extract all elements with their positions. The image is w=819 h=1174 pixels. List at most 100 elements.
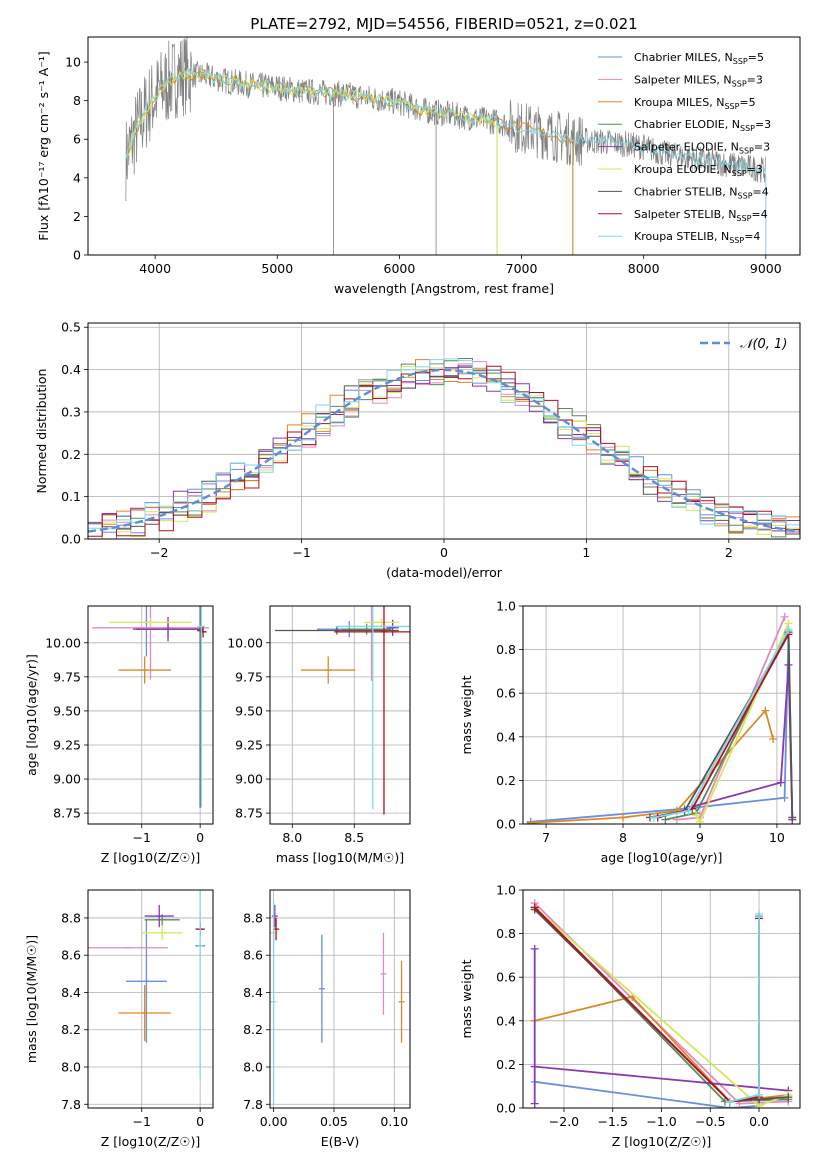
legend: 𝒩(0, 1) — [700, 337, 787, 352]
legend-label-main: Kroupa MILES, N — [634, 96, 724, 109]
weight-marker — [776, 778, 785, 787]
plot-area — [530, 899, 793, 1108]
weight-series — [530, 632, 790, 823]
y-tick-label: 1.0 — [496, 599, 516, 614]
figure-title: PLATE=2792, MJD=54556, FIBERID=0521, z=0… — [250, 15, 637, 33]
axes-ticks: −1 0 8.75 9.00 9.25 9.50 9.75 10.00 — [45, 606, 213, 845]
y-tick-label: 2 — [73, 209, 81, 224]
legend-label-main: Chabrier STELIB, N — [634, 185, 738, 198]
weight-marker — [649, 813, 658, 822]
legend-label-suffix: =5 — [748, 51, 764, 64]
x-tick-label: 0.05 — [320, 1114, 348, 1129]
y-tick-label: 0 — [73, 248, 81, 263]
weight-marker — [780, 612, 789, 621]
weight-marker — [784, 1093, 793, 1102]
weight-series — [533, 948, 789, 1104]
y-tick-label: 9.25 — [235, 737, 263, 752]
y-tick-label: 9.25 — [53, 737, 81, 752]
x-axis-label: E(B-V) — [321, 1134, 360, 1149]
y-tick-label: 9.50 — [53, 703, 81, 718]
y-tick-label: 8.4 — [243, 985, 263, 1000]
y-tick-label: 0.2 — [496, 1057, 516, 1072]
axes-frame — [87, 889, 214, 1109]
y-tick-label: 0.4 — [496, 1013, 516, 1028]
errorbar-point — [380, 932, 387, 1015]
chart-weight_vs_age: 7 8 9 10 0.0 0.2 0.4 0.6 0.8 1.0 age [log10(age/yr… — [459, 599, 801, 865]
weight-marker — [769, 734, 778, 743]
errorbar-point — [196, 890, 204, 1079]
errorbar-point — [141, 925, 183, 941]
y-tick-label: 9.00 — [235, 772, 263, 787]
y-tick-label: 1.0 — [496, 883, 516, 898]
chart-mass_vs_ebv: 0.00 0.05 0.10 7.8 8.0 8.2 8.4 8.6 8.8 E(B-V) — [243, 889, 411, 1149]
chart-spectrum: 4000 5000 6000 7000 8000 9000 0 2 4 6 8 10 wavelengt… — [36, 36, 801, 296]
y-tick-label: 7.8 — [61, 1097, 81, 1112]
axes-ticks: 8.0 8.5 8.75 9.00 9.25 9.50 9.75 10.00 — [227, 606, 410, 845]
legend-label-main: Salpeter STELIB, N — [634, 208, 736, 221]
weight-marker — [695, 817, 704, 824]
legend-label-main: Chabrier ELODIE, N — [634, 118, 740, 131]
y-axis-label: mass weight — [459, 959, 474, 1038]
y-tick-label: 0.0 — [496, 1101, 516, 1116]
x-tick-label: −2.0 — [549, 1114, 579, 1129]
x-axis-label: (data-model)/error — [386, 565, 503, 580]
errorbar-point — [118, 985, 171, 1041]
legend-label-suffix: =3 — [747, 73, 763, 86]
x-tick-label: 0 — [440, 545, 448, 560]
legend-label-main: Salpeter MILES, N — [634, 73, 732, 86]
model-line — [125, 69, 498, 255]
x-tick-label: 6000 — [384, 261, 416, 276]
legend-label: Salpeter STELIB, NSSP=4 — [634, 208, 768, 223]
legend-label-suffix: =3 — [754, 141, 770, 154]
legend-label-suffix: =5 — [739, 96, 755, 109]
x-tick-label: 8.5 — [344, 830, 364, 845]
axes-ticks: −2.0 −1.5 −1.0 −0.5 0.0 0.0 0.2 0.4 0.6 0.8 1.0 — [496, 883, 800, 1129]
errorbar-point — [118, 656, 171, 684]
y-tick-label: 0.8 — [496, 642, 516, 657]
plot-area — [125, 37, 767, 255]
errorbar-point — [271, 904, 278, 928]
y-tick-label: 9.75 — [53, 669, 81, 684]
legend-label: 𝒩(0, 1) — [740, 337, 787, 352]
x-axis-label: Z [log10(Z/Z☉)] — [101, 850, 201, 865]
legend-label-suffix: =4 — [753, 185, 769, 198]
model-line — [125, 67, 574, 255]
errorbar-point — [398, 960, 405, 1043]
x-axis-label: mass [log10(M/M☉)] — [276, 850, 404, 865]
errorbar-point — [341, 623, 392, 635]
axes-frame — [269, 889, 411, 1109]
plot-area — [88, 890, 205, 1079]
y-axis-label: mass weight — [459, 675, 474, 754]
x-tick-label: 7 — [542, 830, 550, 845]
errorbar-point — [270, 899, 277, 1105]
chart-residuals: −2 −1 0 1 2 0.0 0.1 0.2 0.3 0.4 0.5 (data-model)/er… — [34, 320, 801, 580]
weight-marker — [725, 1097, 734, 1106]
legend-label: Salpeter ELODIE, NSSP=3 — [634, 141, 770, 156]
legend-label-sub: SSP — [724, 102, 739, 111]
axes-frame — [87, 36, 801, 256]
legend-label-suffix: =4 — [744, 230, 760, 243]
weight-marker — [530, 944, 539, 953]
y-tick-label: 8.8 — [61, 910, 81, 925]
legend-label-suffix: =3 — [755, 118, 771, 131]
errorbar-point — [334, 606, 410, 815]
y-tick-label: 10.00 — [45, 635, 81, 650]
axes-ticks: 4000 5000 6000 7000 8000 9000 0 2 4 6 8 10 — [65, 55, 782, 276]
weight-series — [729, 914, 760, 1103]
weight-marker — [784, 625, 793, 634]
axes-ticks: 0.00 0.05 0.10 7.8 8.0 8.2 8.4 8.6 8.8 — [243, 890, 410, 1129]
y-tick-label: 8.75 — [53, 806, 81, 821]
y-axis-label: mass [log10(M/M☉)] — [24, 935, 39, 1063]
legend-label-suffix: =4 — [751, 208, 767, 221]
y-tick-label: 0.6 — [496, 970, 516, 985]
chart-age_vs_mass: 8.0 8.5 8.75 9.00 9.25 9.50 9.75 10.00 mass [log… — [227, 605, 411, 865]
plot-area — [274, 606, 410, 815]
weight-marker — [530, 1062, 539, 1071]
y-tick-label: 8.2 — [243, 1022, 263, 1037]
y-tick-label: 10.00 — [227, 635, 263, 650]
x-axis-label: Z [log10(Z/Z☉)] — [612, 1134, 712, 1149]
y-tick-label: 9.00 — [53, 772, 81, 787]
errorbar-point — [274, 626, 399, 635]
